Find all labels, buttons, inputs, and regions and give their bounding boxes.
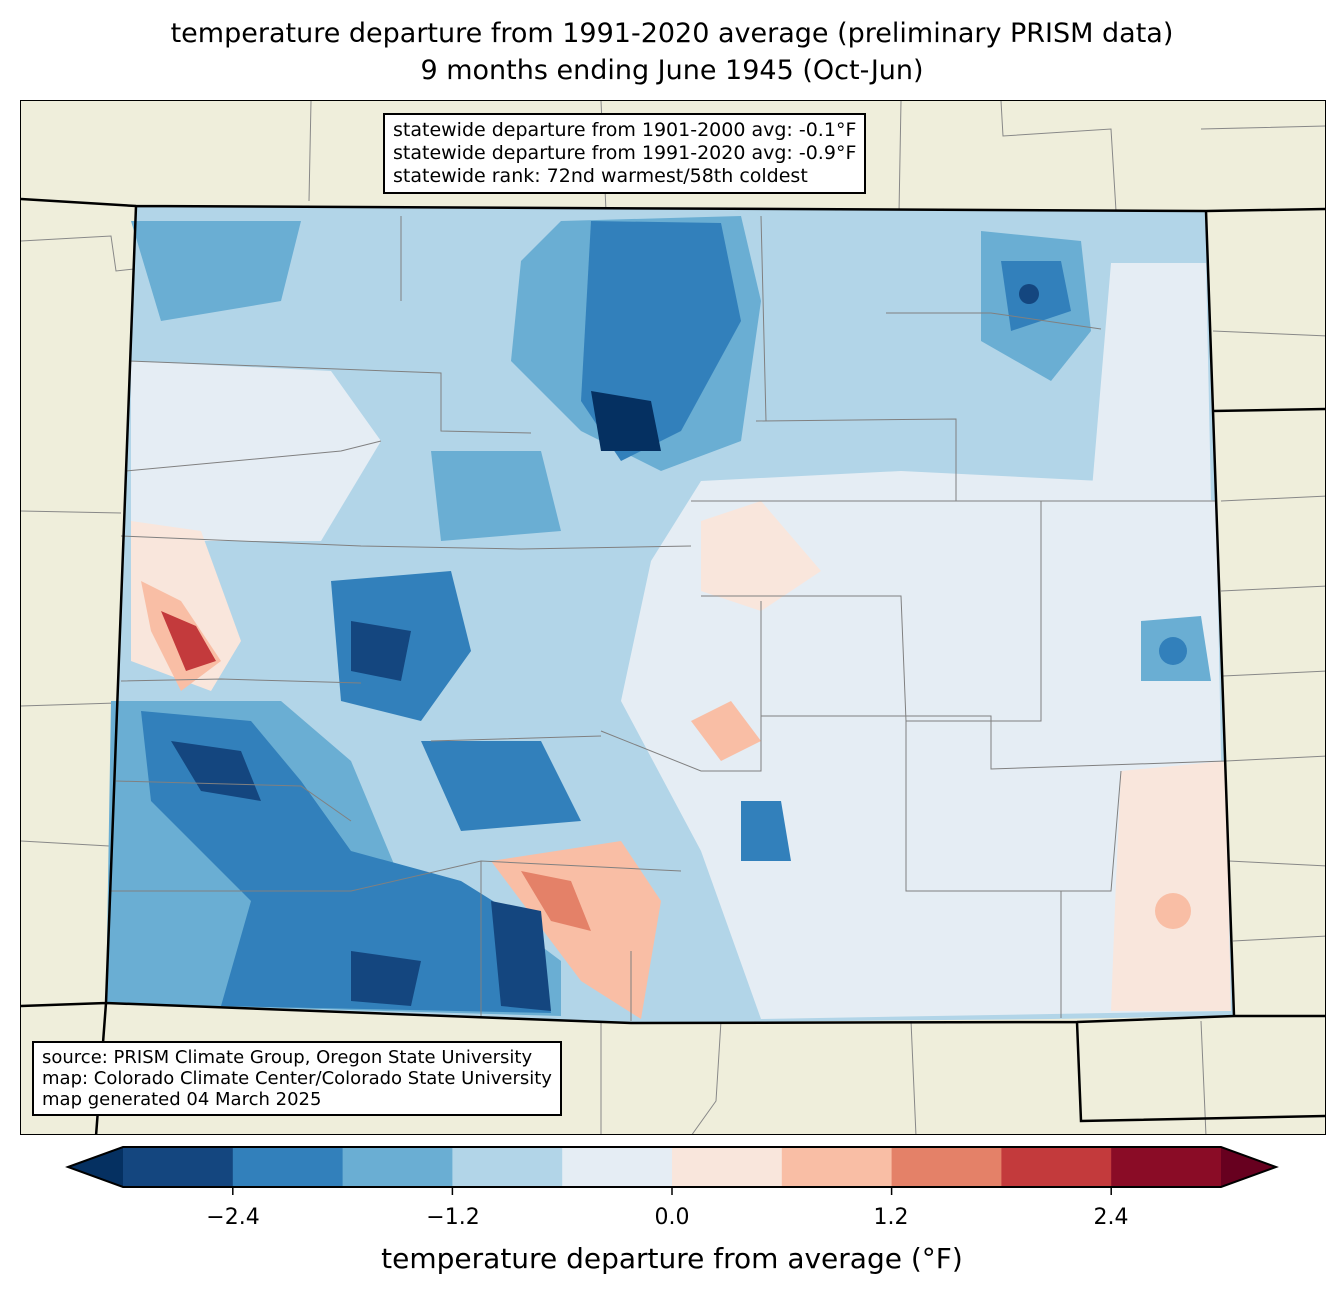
map-subtitle: 9 months ending June 1945 (Oct-Jun) — [420, 55, 924, 86]
colorbar-tick-label: −1.2 — [426, 1205, 480, 1230]
colorbar-segment — [562, 1147, 673, 1187]
source-line: source: PRISM Climate Group, Oregon Stat… — [42, 1047, 533, 1068]
temperature-map — [20, 100, 1326, 1135]
colorbar-segment — [123, 1147, 234, 1187]
colorbar-extend-high — [1221, 1147, 1276, 1187]
stat-departure-1991-2020: statewide departure from 1991-2020 avg: … — [393, 142, 857, 164]
map-credit-line: map: Colorado Climate Center/Colorado St… — [42, 1068, 552, 1089]
colorbar-segment — [452, 1147, 563, 1187]
map-title: temperature departure from 1991-2020 ave… — [170, 18, 1174, 49]
colorbar-segment — [891, 1147, 1002, 1187]
colorbar-segment — [342, 1147, 453, 1187]
departure-contours — [106, 216, 1231, 1019]
colorbar-segment — [781, 1147, 893, 1187]
colorbar-segment — [232, 1147, 344, 1187]
neighbor-county-lines — [21, 101, 1325, 1134]
colorbar-segment — [672, 1147, 783, 1187]
stat-rank: statewide rank: 72nd warmest/58th coldes… — [393, 165, 808, 187]
colorbar-segment — [1111, 1147, 1222, 1187]
colorbar-tick-label: 2.4 — [1093, 1205, 1129, 1230]
map-canvas — [21, 101, 1325, 1134]
colorbar-segment — [1001, 1147, 1112, 1187]
source-box: source: PRISM Climate Group, Oregon Stat… — [32, 1041, 562, 1116]
colorbar-tick-label: −2.4 — [206, 1205, 260, 1230]
colorbar-label: temperature departure from average (°F) — [381, 1242, 963, 1275]
colorbar-extend-low — [68, 1147, 123, 1187]
colorbar-outline — [65, 1146, 1279, 1188]
stat-departure-1901-2000: statewide departure from 1901-2000 avg: … — [393, 119, 857, 141]
colorbar-tick-label: 0.0 — [654, 1205, 690, 1230]
state-boundaries — [21, 197, 1325, 1134]
colorbar-tick-label: 1.2 — [873, 1205, 909, 1230]
statewide-stats-box: statewide departure from 1901-2000 avg: … — [383, 113, 867, 194]
colorbar — [65, 1146, 1279, 1195]
county-lines — [111, 215, 1227, 1021]
generated-date-line: map generated 04 March 2025 — [42, 1089, 322, 1110]
